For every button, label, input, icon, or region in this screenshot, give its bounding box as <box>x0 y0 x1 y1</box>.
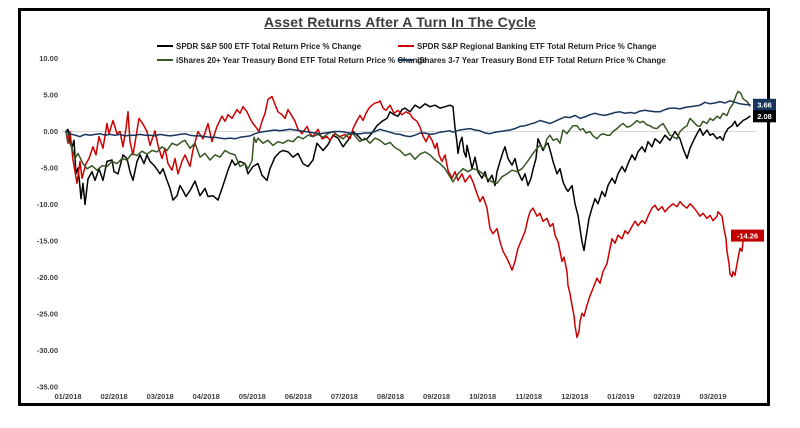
legend-label: iShares 3-7 Year Treasury Bond ETF Total… <box>417 55 666 65</box>
x-tick-label: 02/2018 <box>101 392 128 401</box>
x-tick-label: 03/2019 <box>699 392 726 401</box>
x-tick-label: 12/2018 <box>561 392 588 401</box>
series-line <box>65 103 751 252</box>
series-line <box>65 95 746 339</box>
end-label-box <box>731 229 764 242</box>
legend-swatch <box>398 45 414 47</box>
y-tick-label: 5.00 <box>43 91 58 100</box>
x-tick-label: 08/2018 <box>377 392 404 401</box>
y-tick-label: -15.00 <box>37 237 58 246</box>
y-tick-label: -5.00 <box>41 164 58 173</box>
x-tick-label: 02/2019 <box>653 392 680 401</box>
x-tick-label: 04/2018 <box>193 392 220 401</box>
legend-item: iShares 3-7 Year Treasury Bond ETF Total… <box>398 55 666 65</box>
y-tick-label: -10.00 <box>37 200 58 209</box>
series-line <box>65 90 751 185</box>
legend-item: SPDR S&P 500 ETF Total Return Price % Ch… <box>157 41 361 51</box>
x-tick-label: 11/2018 <box>515 392 542 401</box>
end-label-value: -14.26 <box>737 231 758 240</box>
y-tick-label: -20.00 <box>37 273 58 282</box>
y-tick-label: -30.00 <box>37 346 58 355</box>
legend-label: SPDR S&P 500 ETF Total Return Price % Ch… <box>176 41 362 51</box>
legend-swatch <box>157 45 173 47</box>
legend-swatch <box>398 59 414 61</box>
x-tick-label: 05/2018 <box>239 392 266 401</box>
legend-label: iShares 20+ Year Treasury Bond ETF Total… <box>176 55 427 65</box>
y-tick-label: 10.00 <box>39 54 58 63</box>
x-tick-label: 07/2018 <box>331 392 358 401</box>
y-tick-label: -25.00 <box>37 310 58 319</box>
chart-title: Asset Returns After A Turn In The Cycle <box>263 14 537 30</box>
end-label-value: 2.08 <box>757 112 772 121</box>
x-tick-label: 10/2018 <box>469 392 496 401</box>
x-tick-label: 06/2018 <box>285 392 312 401</box>
chart-frame <box>18 8 770 406</box>
end-label-box <box>753 110 776 123</box>
end-label-value: 3.66 <box>757 101 772 110</box>
legend-label: SPDR S&P Regional Banking ETF Total Retu… <box>417 41 657 51</box>
end-label-box <box>753 98 776 111</box>
x-tick-label: 01/2018 <box>54 392 81 401</box>
y-tick-label: 0.00 <box>43 127 58 136</box>
series-line <box>65 100 751 140</box>
legend-swatch <box>157 59 173 61</box>
x-tick-label: 09/2018 <box>423 392 450 401</box>
x-tick-label: 01/2019 <box>607 392 634 401</box>
legend-item: iShares 20+ Year Treasury Bond ETF Total… <box>157 55 427 65</box>
legend-item: SPDR S&P Regional Banking ETF Total Retu… <box>398 41 656 51</box>
x-tick-label: 03/2018 <box>147 392 174 401</box>
y-tick-label: -35.00 <box>37 383 58 392</box>
